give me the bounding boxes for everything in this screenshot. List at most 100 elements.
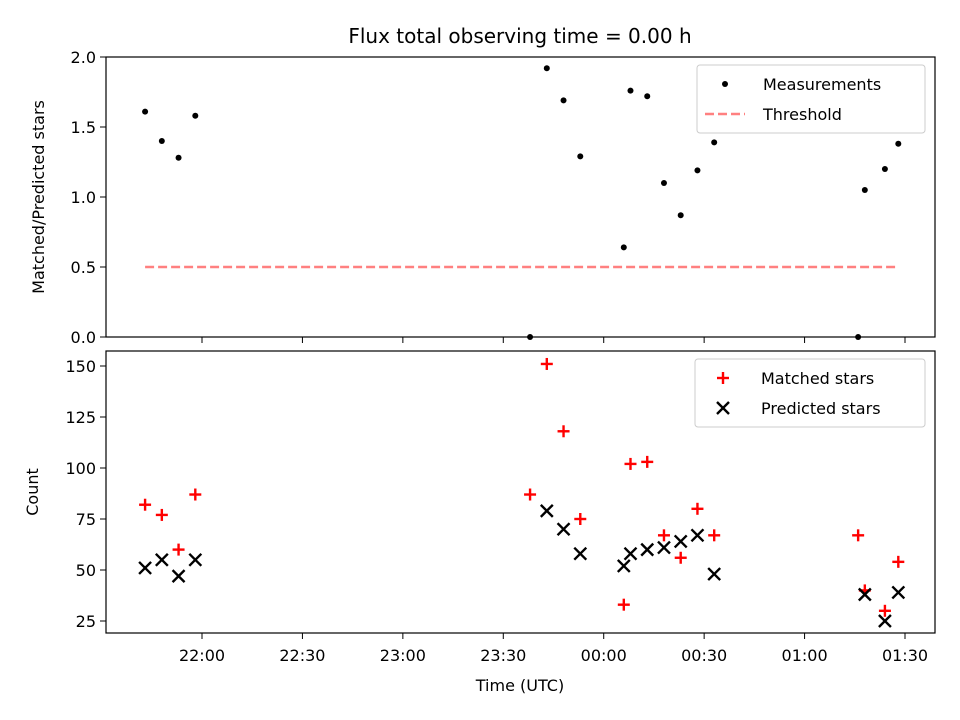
x-b bbox=[616, 559, 631, 573]
x-tick-label: 01:00 bbox=[782, 646, 828, 665]
data-point bbox=[175, 154, 182, 161]
data-point bbox=[560, 97, 567, 104]
y-tick-label: 125 bbox=[65, 408, 96, 427]
data-point bbox=[878, 614, 892, 628]
data-point bbox=[527, 334, 534, 340]
legend: Measurements Threshold bbox=[696, 64, 926, 134]
y-tick-label: 1.0 bbox=[71, 188, 96, 207]
data-point bbox=[881, 166, 888, 172]
data-point bbox=[557, 425, 570, 438]
y-tick-label: 50 bbox=[76, 561, 96, 580]
data-point bbox=[707, 567, 722, 581]
x-tick-label: 23:30 bbox=[480, 646, 526, 665]
data-point bbox=[524, 488, 537, 501]
x-b bbox=[690, 528, 705, 543]
y-tick-label: 25 bbox=[76, 612, 96, 631]
legend-swatch bbox=[722, 81, 728, 87]
data-point bbox=[138, 561, 152, 575]
data-point bbox=[657, 529, 670, 542]
x-b bbox=[573, 546, 588, 561]
legend-label: Measurements bbox=[763, 75, 881, 94]
data-point bbox=[690, 528, 705, 543]
data-point bbox=[640, 542, 655, 557]
x-b bbox=[657, 540, 671, 555]
y-tick-label: 75 bbox=[76, 510, 96, 529]
x-tick-label: 22:00 bbox=[179, 646, 225, 665]
legend-label: Threshold bbox=[762, 105, 842, 124]
data-point bbox=[620, 244, 627, 251]
data-point bbox=[694, 167, 701, 174]
x-b bbox=[138, 561, 152, 575]
data-point bbox=[539, 503, 554, 518]
data-point bbox=[657, 540, 671, 555]
plot-frame bbox=[105, 350, 936, 634]
data-point bbox=[624, 457, 637, 470]
y-tick-label: 150 bbox=[65, 357, 96, 376]
data-point bbox=[556, 522, 571, 537]
data-point bbox=[660, 180, 667, 186]
data-point bbox=[189, 488, 202, 501]
y-tick-label: 1.5 bbox=[71, 118, 96, 137]
data-point bbox=[172, 543, 185, 556]
x-b bbox=[640, 542, 655, 557]
data-point bbox=[155, 508, 168, 521]
data-point bbox=[852, 529, 865, 542]
data-point bbox=[573, 546, 588, 561]
x-axis-label: Time (UTC) bbox=[475, 676, 564, 695]
legend-box bbox=[694, 358, 926, 428]
data-point bbox=[895, 140, 902, 147]
data-point bbox=[691, 502, 704, 515]
data-point bbox=[855, 334, 862, 340]
data-point bbox=[142, 108, 149, 115]
data-point bbox=[188, 552, 203, 567]
y-tick-label: 100 bbox=[65, 459, 96, 478]
data-point bbox=[574, 513, 587, 525]
series-predicted-stars bbox=[138, 503, 906, 628]
data-point bbox=[641, 455, 654, 468]
data-point bbox=[192, 112, 199, 119]
x-b bbox=[171, 569, 186, 583]
data-point bbox=[627, 87, 634, 94]
series-measurements bbox=[142, 65, 902, 340]
data-point bbox=[543, 65, 550, 72]
legend-swatch bbox=[716, 401, 730, 415]
y-tick-label: 0.5 bbox=[71, 258, 96, 277]
top-panel: 0.0 0.5 1.0 1.5 2.0 Matched/Predicted stars Me… bbox=[29, 48, 936, 347]
data-point bbox=[577, 153, 584, 160]
bottom-panel: 25 50 75 100 125 150 22:00 22:30 23:00 23:30 00:00… bbox=[23, 350, 936, 665]
x-b bbox=[154, 552, 169, 567]
data-point bbox=[891, 585, 906, 600]
data-point bbox=[673, 534, 688, 549]
data-point bbox=[708, 529, 721, 542]
x-b bbox=[878, 614, 892, 628]
legend-swatch bbox=[717, 372, 729, 384]
x-tick-label: 22:30 bbox=[279, 646, 325, 665]
x-tick-label: 23:00 bbox=[380, 646, 426, 665]
x-b bbox=[539, 503, 554, 518]
data-point bbox=[616, 559, 631, 573]
data-point bbox=[861, 187, 868, 193]
y-axis-label: Count bbox=[23, 468, 42, 516]
x-b bbox=[891, 585, 906, 600]
data-point bbox=[674, 551, 687, 564]
x-tick-label: 01:30 bbox=[882, 646, 928, 665]
x-tick-label: 00:00 bbox=[581, 646, 627, 665]
y-tick-label: 2.0 bbox=[71, 48, 96, 67]
data-point bbox=[711, 139, 718, 146]
data-point bbox=[623, 546, 638, 561]
data-point bbox=[644, 93, 651, 100]
data-point bbox=[677, 212, 684, 219]
legend: Matched stars Predicted stars bbox=[694, 358, 926, 428]
y-tick-label: 0.0 bbox=[71, 328, 96, 347]
data-point bbox=[139, 498, 152, 511]
x-tick-label: 00:30 bbox=[681, 646, 727, 665]
legend-label: Predicted stars bbox=[761, 399, 881, 418]
x-b bbox=[857, 587, 872, 602]
data-point bbox=[540, 357, 553, 370]
legend-label: Matched stars bbox=[761, 369, 874, 388]
y-axis-label: Matched/Predicted stars bbox=[29, 100, 48, 294]
series-matched-stars bbox=[139, 357, 905, 617]
x-b bbox=[707, 567, 722, 581]
data-point bbox=[878, 604, 891, 617]
